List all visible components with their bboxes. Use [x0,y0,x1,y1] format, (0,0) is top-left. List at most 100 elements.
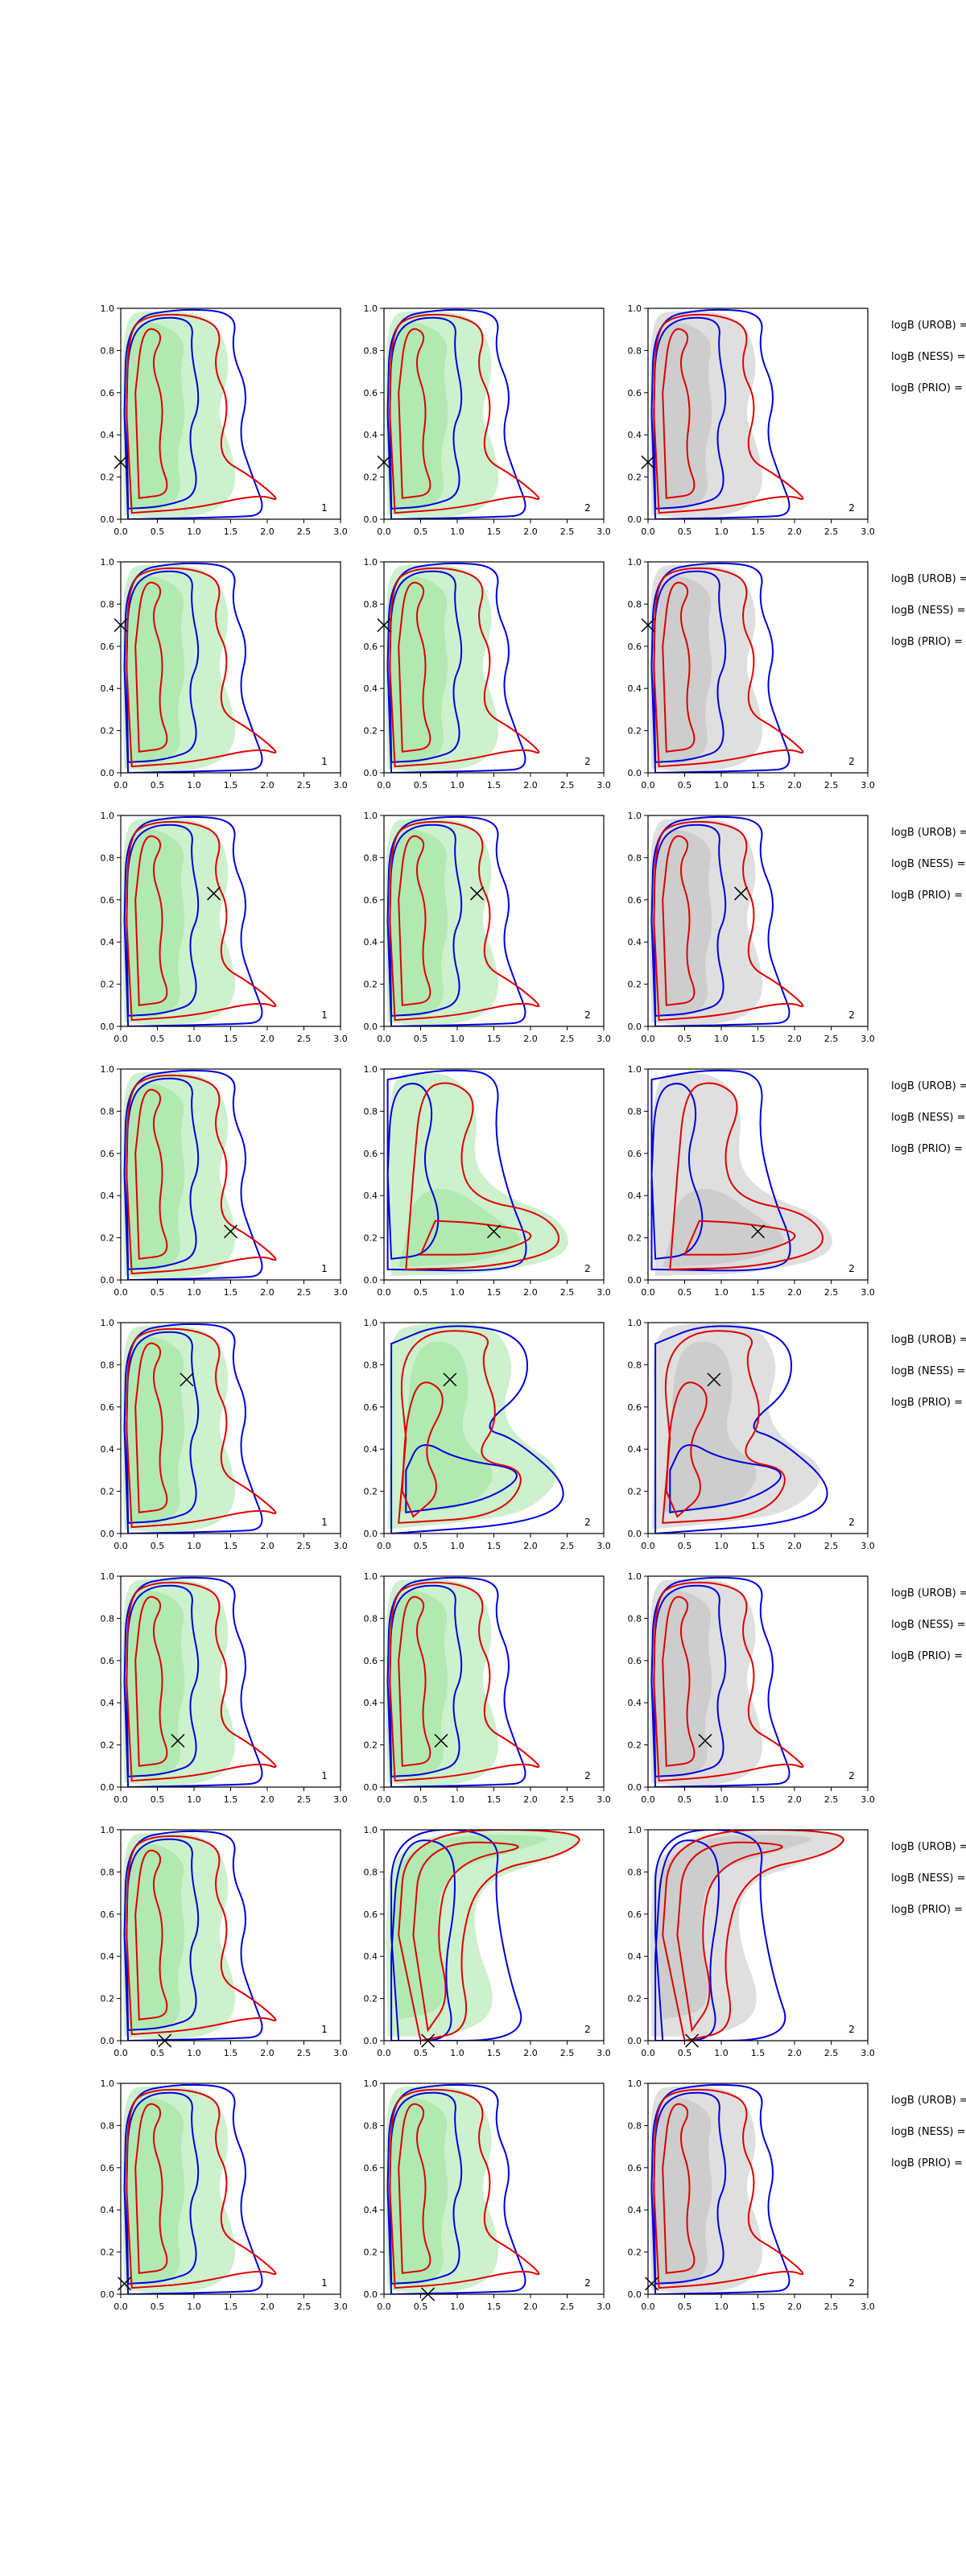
y-tick-label: 1.0 [628,1064,642,1075]
contour-red-outer [126,1835,277,2036]
true-value-marker [734,886,749,901]
marker-stroke [750,1224,766,1239]
contour-red-outer [126,820,277,1022]
x-tick-label: 0.0 [641,526,655,537]
y-tick-label: 0.8 [101,1867,115,1877]
x-tick-label: 0.5 [151,1287,165,1298]
y-tick-label: 0.2 [628,2248,642,2258]
contour-red-inner [398,328,431,499]
side-label: logB (PRIO) = [891,1650,963,1662]
panel-corner-label: 2 [584,1263,591,1274]
contour-blue-inner [389,2091,463,2285]
plot-area [386,562,540,773]
contour-blue-outer [650,815,791,1026]
x-tick-label: 0.5 [414,780,428,791]
x-tick-label: 1.0 [187,1287,201,1298]
plot-area [650,1576,804,1787]
y-tick-label: 1.0 [101,303,115,314]
panel-r2-c1: 0.0 0.5 1.0 1.5 2.0 2.5 3.0 0.0 0.2 0.4 0.6 0.8 1.0 1 [101,557,348,791]
contour-blue-outer [650,2083,791,2294]
y-tick-label: 0.2 [101,726,115,737]
y-tick-label: 0.4 [101,2205,115,2215]
y-tick-label: 0.6 [628,1149,642,1159]
contour-blue-outer [123,815,263,1026]
panel-corner-label: 2 [848,1263,855,1274]
side-label: logB (NESS) = [891,2126,965,2138]
contour-blue-inner [653,2091,727,2285]
y-tick-label: 0.4 [101,1191,115,1201]
panel-r8-c1: 0.0 0.5 1.0 1.5 2.0 2.5 3.0 0.0 0.2 0.4 0.6 0.8 1.0 1 [101,2079,348,2312]
contour-blue-outer [386,308,526,519]
y-tick-label: 0.2 [101,1233,115,1244]
density-fill-inner [390,829,448,1018]
x-tick-label: 1.5 [751,1541,766,1551]
y-tick-label: 0.2 [628,726,642,737]
true-value-marker [434,1733,448,1748]
plot-area [386,1576,540,1787]
x-tick-label: 2.0 [523,2301,538,2312]
x-tick-label: 1.5 [487,1794,502,1805]
x-tick-label: 3.0 [861,1034,875,1044]
contour-red-inner [662,328,696,499]
side-label: logB (NESS) = [891,858,965,870]
x-tick-label: 2.0 [787,1034,802,1044]
y-tick-label: 0.2 [364,1233,378,1244]
x-tick-label: 1.0 [187,526,201,537]
true-value-marker [707,1373,721,1387]
marker-stroke [118,2277,132,2291]
contour-red-outer [126,2088,277,2289]
plot-area [650,562,804,773]
x-tick-label: 0.0 [377,1287,391,1298]
panel-corner-label: 2 [848,2024,855,2035]
plot-area [386,2083,540,2294]
y-tick-label: 0.8 [364,1867,378,1877]
x-tick-label: 1.0 [450,526,464,537]
x-tick-label: 1.0 [187,2301,201,2312]
x-tick-label: 1.5 [751,1287,766,1298]
y-tick-label: 0.2 [628,980,642,990]
x-tick-label: 0.5 [678,780,692,791]
plot-area [650,308,804,519]
contour-blue-inner [653,824,727,1017]
side-label: logB (UROB) = [891,573,966,585]
x-tick-label: 1.5 [224,1287,238,1298]
contour-blue-inner [126,2091,200,2285]
row-side-labels: logB (UROB) = logB (NESS) = logB (PRIO) = [891,1334,966,1409]
contour-red-inner [412,1841,519,2033]
x-tick-label: 2.5 [560,780,575,791]
row-side-labels: logB (UROB) = logB (NESS) = logB (PRIO) = [891,1587,966,1662]
panel-corner-label: 1 [321,502,328,514]
y-tick-label: 0.6 [364,1656,378,1666]
panel-corner-label: 2 [584,756,591,767]
x-tick-label: 2.0 [523,1034,538,1044]
panel-corner-label: 1 [321,756,328,767]
x-tick-label: 0.5 [414,1541,428,1551]
density-fill-inner [654,322,712,510]
x-tick-label: 2.5 [297,1541,312,1551]
x-tick-label: 2.0 [787,1287,802,1298]
side-label: logB (PRIO) = [891,2157,963,2169]
y-tick-label: 1.0 [628,1825,642,1835]
plot-area [650,815,804,1026]
panel-corner-label: 1 [321,2024,328,2035]
contour-red-inner [134,1849,168,2021]
y-tick-label: 0.2 [101,2248,115,2258]
row-side-labels: logB (UROB) = logB (NESS) = logB (PRIO) = [891,1841,966,1916]
y-tick-label: 0.4 [628,430,642,440]
panel-corner-label: 2 [848,502,855,514]
panel-corner-label: 2 [584,2024,591,2035]
y-tick-label: 0.8 [364,1106,378,1117]
y-tick-label: 0.6 [364,642,378,652]
y-tick-label: 0.4 [364,1951,378,1962]
y-tick-label: 0.2 [101,1487,115,1497]
contour-blue-outer [650,308,791,519]
x-tick-label: 2.5 [560,1541,575,1551]
y-tick-label: 0.4 [364,2205,378,2215]
x-tick-label: 0.0 [641,1287,655,1298]
x-tick-label: 1.5 [751,780,766,791]
true-value-marker [486,1224,502,1239]
y-tick-label: 0.4 [628,683,642,694]
x-tick-label: 0.5 [151,1794,165,1805]
contour-blue-outer [650,1069,791,1272]
side-label: logB (NESS) = [891,351,965,363]
